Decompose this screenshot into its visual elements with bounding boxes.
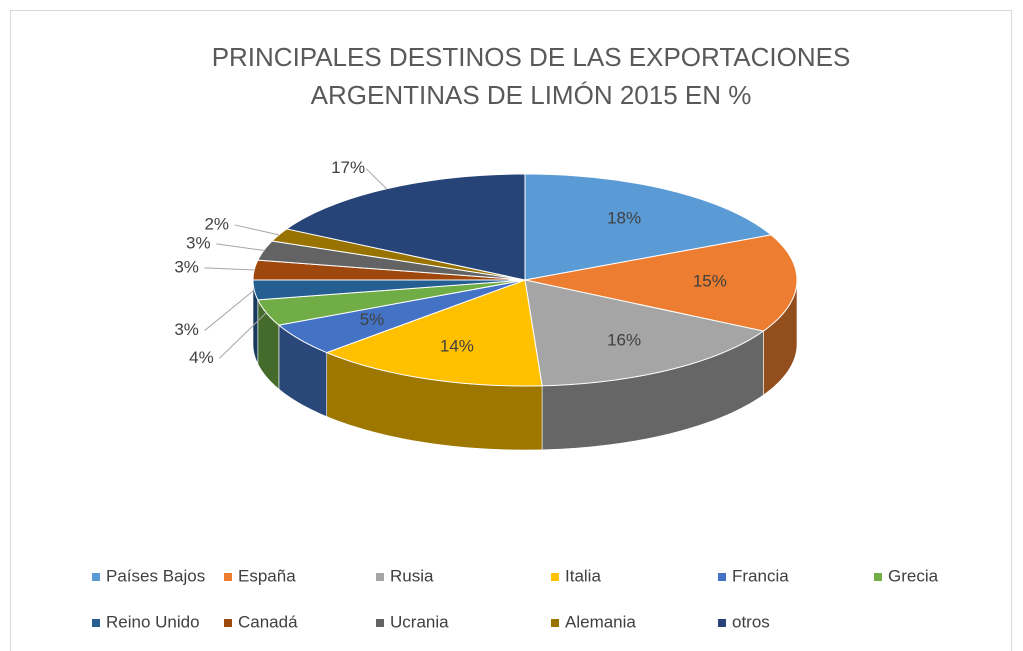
legend-label: Alemania (565, 612, 636, 631)
data-label: 18% (607, 209, 641, 228)
legend-label: Canadá (238, 612, 298, 631)
legend-swatch (376, 573, 384, 581)
leader-line (216, 243, 264, 251)
legend-swatch (551, 573, 559, 581)
legend-label: Francia (732, 566, 789, 585)
legend-label: Grecia (888, 566, 939, 585)
legend-label: otros (732, 612, 770, 631)
data-label: 4% (189, 348, 214, 367)
legend-label: Reino Unido (106, 612, 200, 631)
slice (524, 234, 798, 332)
leader-line (204, 289, 255, 331)
legend-label: Italia (565, 566, 601, 585)
chart-frame (10, 10, 1012, 651)
slice (257, 279, 526, 326)
slice (252, 279, 526, 301)
slice (325, 279, 543, 387)
legend-swatch (376, 619, 384, 627)
legend-label: Ucrania (390, 612, 449, 631)
legend-swatch (92, 619, 100, 627)
leader-line (219, 312, 267, 359)
data-label: 3% (174, 320, 199, 339)
data-label: 14% (440, 337, 474, 356)
legend-swatch (718, 573, 726, 581)
data-label: 17% (331, 158, 365, 177)
data-label: 2% (204, 214, 229, 233)
data-label: 15% (693, 272, 727, 291)
leader-line (234, 224, 279, 236)
data-label: 16% (607, 330, 641, 349)
legend-swatch (551, 619, 559, 627)
slice (277, 279, 526, 354)
legend-swatch (224, 619, 232, 627)
legend-label: Países Bajos (106, 566, 205, 585)
legend-label: Rusia (390, 566, 434, 585)
legend-swatch (224, 573, 232, 581)
legend-label: España (238, 566, 296, 585)
slice (524, 173, 773, 281)
legend-swatch (92, 573, 100, 581)
data-label: 3% (186, 233, 211, 252)
data-label: 3% (174, 257, 199, 276)
data-label: 5% (360, 310, 385, 329)
leader-line (365, 168, 387, 190)
legend-swatch (874, 573, 882, 581)
chart-title: PRINCIPALES DESTINOS DE LAS EXPORTACIONE… (211, 42, 851, 110)
leader-line (204, 267, 255, 271)
legend-swatch (718, 619, 726, 627)
slice (524, 279, 765, 387)
